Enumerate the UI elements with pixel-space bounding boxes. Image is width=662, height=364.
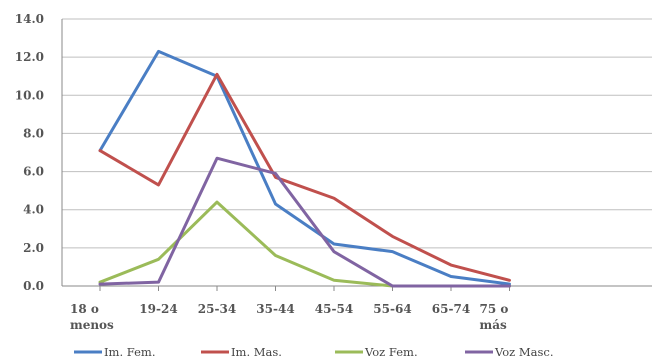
y-tick-label: 0.0 bbox=[23, 279, 44, 293]
y-tick-label: 10.0 bbox=[15, 88, 44, 102]
x-tick-label: 75 o bbox=[480, 302, 509, 316]
legend-item-voz-masc: Voz Masc. bbox=[465, 345, 554, 359]
x-tick-label-line2: menos bbox=[70, 318, 114, 332]
y-tick-label: 6.0 bbox=[23, 165, 44, 179]
series-line-voz-masc bbox=[98, 156, 511, 288]
x-axis: 18 o menos 19-24 25-34 35-44 45-54 55-64 65-74 7… bbox=[70, 286, 510, 332]
legend: Im. Fem. Im. Mas. Voz Fem. Voz Masc. bbox=[74, 345, 554, 359]
legend-item-voz-fem: Voz Fem. bbox=[335, 345, 418, 359]
series-line-im-mas bbox=[98, 72, 511, 282]
y-axis: 0.0 2.0 4.0 6.0 8.0 10.0 12.0 14.0 bbox=[15, 12, 63, 293]
x-tick-label-line2: más bbox=[480, 318, 507, 332]
y-tick-label: 12.0 bbox=[15, 50, 44, 64]
x-tick-label: 35-44 bbox=[256, 302, 294, 316]
y-tick-label: 8.0 bbox=[23, 126, 44, 140]
x-tick-label: 65-74 bbox=[432, 302, 470, 316]
legend-item-im-mas: Im. Mas. bbox=[201, 345, 282, 359]
y-tick-label: 14.0 bbox=[15, 12, 44, 26]
legend-label: Im. Mas. bbox=[231, 345, 282, 359]
y-tick-label: 4.0 bbox=[23, 203, 44, 217]
series-line-im-fem bbox=[98, 49, 511, 286]
legend-label: Voz Fem. bbox=[364, 345, 418, 359]
legend-label: Im. Fem. bbox=[104, 345, 155, 359]
x-tick-label: 19-24 bbox=[139, 302, 177, 316]
x-tick-label: 18 o bbox=[70, 302, 99, 316]
x-tick-label: 45-54 bbox=[315, 302, 353, 316]
y-tick-label: 2.0 bbox=[23, 241, 44, 255]
x-tick-label: 55-64 bbox=[373, 302, 411, 316]
legend-item-im-fem: Im. Fem. bbox=[74, 345, 155, 359]
x-tick-label: 25-34 bbox=[198, 302, 236, 316]
gridlines bbox=[62, 18, 652, 287]
legend-label: Voz Masc. bbox=[494, 345, 554, 359]
series-lines bbox=[98, 49, 511, 288]
